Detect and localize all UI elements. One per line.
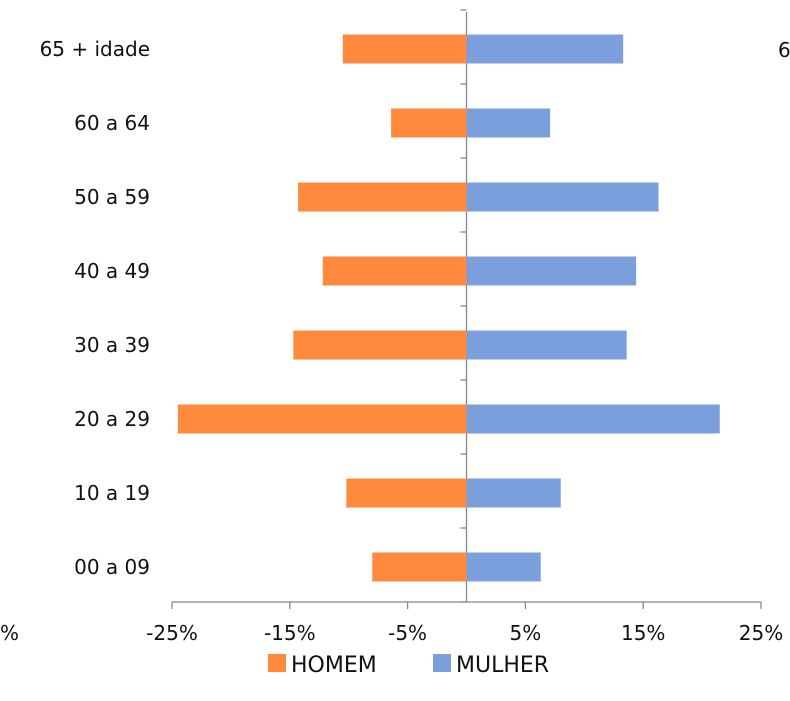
category-label-10-a-19: 10 a 19 [74,481,150,505]
bar-homem-65-idade [342,34,467,64]
category-label-40-a-49: 40 a 49 [74,259,150,283]
clipped-right-text: 6 [778,38,790,62]
legend-swatch-homem [268,654,286,672]
category-label-60-a-64: 60 a 64 [74,111,150,135]
legend-swatch-mulher [433,654,451,672]
bar-homem-10-a-19 [346,478,467,508]
legend-item-homem: HOMEM [268,653,377,678]
bars [177,34,720,582]
bar-homem-20-a-29 [177,404,467,434]
bar-mulher-60-a-64 [466,108,551,138]
legend-label-mulher: MULHER [456,653,549,678]
bar-homem-30-a-39 [293,330,467,360]
legend-item-mulher: MULHER [433,653,549,678]
category-label-00-a-09: 00 a 09 [74,555,150,579]
x-tick-label: -15% [264,621,316,645]
bar-homem-60-a-64 [391,108,467,138]
legend: HOMEM MULHER [268,653,549,678]
bar-mulher-00-a-09 [466,552,541,582]
x-tick-label: -25% [146,621,198,645]
clipped-edge-text: %6 [0,38,790,645]
x-tick-label: 25% [739,621,783,645]
x-tick-label: 15% [621,621,665,645]
clipped-left-text: % [0,621,19,645]
x-tick-label: 5% [510,621,542,645]
category-label-65-idade: 65 + idade [40,37,150,61]
bar-homem-50-a-59 [298,182,467,212]
category-labels: 00 a 09 10 a 19 20 a 29 30 a 39 40 a 49 50 a … [40,37,150,579]
category-label-50-a-59: 50 a 59 [74,185,150,209]
category-label-20-a-29: 20 a 29 [74,407,150,431]
bar-homem-00-a-09 [372,552,467,582]
category-label-30-a-39: 30 a 39 [74,333,150,357]
bar-mulher-50-a-59 [466,182,659,212]
x-tick-labels: -25% -15% -5% 5% 15% 25% [146,621,783,645]
bar-homem-40-a-49 [322,256,467,286]
bar-mulher-20-a-29 [466,404,720,434]
bar-mulher-65-idade [466,34,624,64]
bar-mulher-10-a-19 [466,478,561,508]
axes [171,9,762,609]
x-tick-label: -5% [388,621,427,645]
legend-label-homem: HOMEM [291,653,377,678]
bar-mulher-40-a-49 [466,256,637,286]
bar-mulher-30-a-39 [466,330,627,360]
